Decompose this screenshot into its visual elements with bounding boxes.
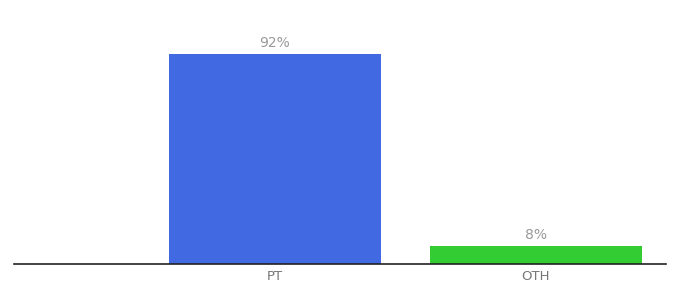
Bar: [169, 54, 381, 264]
Text: 92%: 92%: [259, 36, 290, 50]
Bar: [430, 246, 642, 264]
Text: 8%: 8%: [525, 228, 547, 242]
